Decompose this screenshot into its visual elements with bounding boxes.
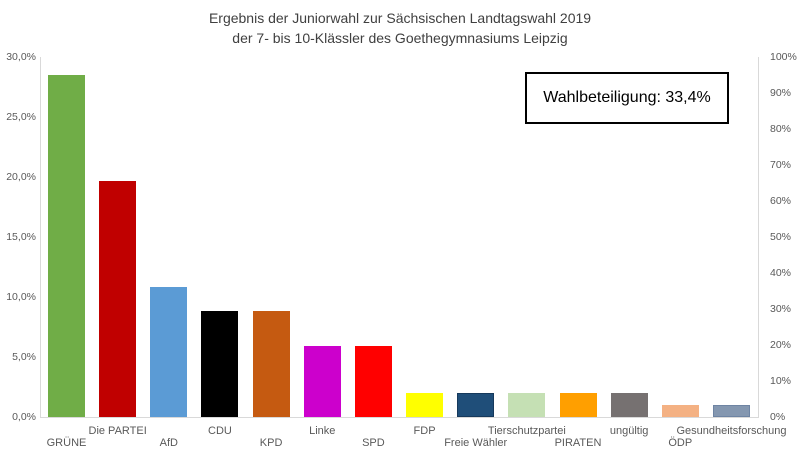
left-axis-line [40,57,41,417]
bar-piraten [559,393,597,417]
category-label-gr-ne: GRÜNE [46,437,87,449]
bar-cdu [201,311,239,417]
left-axis-tick-30: 30,0% [6,51,36,63]
left-axis-tick-25: 25,0% [6,111,36,123]
x-axis-line [40,417,759,418]
category-label-kpd: KPD [259,437,283,449]
left-axis-tick-0: 0,0% [12,411,36,423]
right-axis-tick-10: 10% [770,375,792,387]
category-label-spd: SPD [362,437,385,449]
left-axis-tick-15: 15,0% [6,231,36,243]
chart-title-line2: der 7- bis 10-Klässler des Goethegymnasi… [232,30,568,46]
category-label-freie-w-hler: Freie Wähler [444,437,508,449]
category-label-piraten: PIRATEN [554,437,602,449]
bar-freie-w-hler [457,393,495,417]
category-label-cdu: CDU [208,425,232,437]
bar-linke [303,346,341,417]
category-label-die-partei: Die PARTEI [88,425,147,437]
category-label-afd: AfD [159,437,178,449]
chart-title-line1: Ergebnis der Juniorwahl zur Sächsischen … [208,10,592,26]
bar--dp [661,405,699,417]
category-label-fdp: FDP [413,425,436,437]
right-axis-tick-100: 100% [770,51,797,63]
bar-gesundheitsforschung [712,405,750,417]
bar-afd [150,287,188,417]
right-axis-tick-20: 20% [770,339,792,351]
turnout-box: Wahlbeteiligung: 33,4% [525,72,729,124]
right-axis-tick-50: 50% [770,231,792,243]
right-axis-tick-40: 40% [770,267,792,279]
category-label--dp: ÖDP [668,437,693,449]
bar-spd [354,346,392,417]
right-axis-tick-0: 0% [770,411,786,423]
chart-title: Ergebnis der Juniorwahl zur Sächsischen … [0,8,800,48]
right-axis-tick-30: 30% [770,303,792,315]
right-axis-tick-70: 70% [770,159,792,171]
right-axis-tick-90: 90% [770,87,792,99]
bar-die-partei [99,180,137,417]
bar-ung-ltig [610,393,648,417]
left-axis-tick-5: 5,0% [12,351,36,363]
category-label-ung-ltig: ungültig [609,425,649,437]
bar-gr-ne [48,75,85,417]
category-label-tierschutzpartei: Tierschutzpartei [487,425,566,437]
bar-kpd [252,311,290,417]
turnout-text: Wahlbeteiligung: 33,4% [543,89,711,106]
bar-fdp [406,393,444,417]
category-label-linke: Linke [309,425,336,437]
category-label-gesundheitsforschung: Gesundheitsforschung [676,425,787,437]
left-axis-tick-20: 20,0% [6,171,36,183]
right-axis-tick-80: 80% [770,123,792,135]
right-axis-line [758,57,759,417]
left-axis-tick-10: 10,0% [6,291,36,303]
right-axis-tick-60: 60% [770,195,792,207]
bar-tierschutzpartei [508,393,546,417]
